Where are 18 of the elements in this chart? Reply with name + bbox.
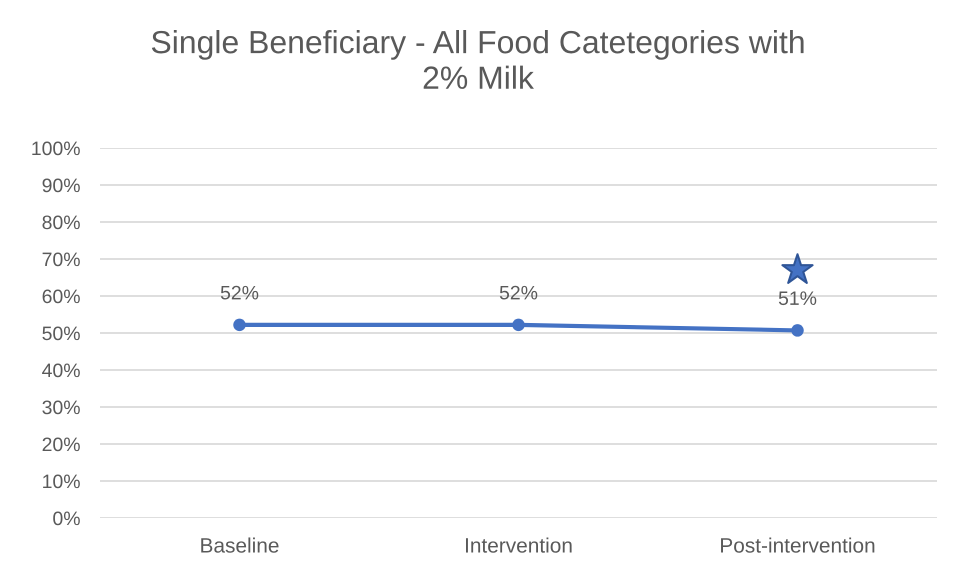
- x-tick-label: Intervention: [466, 537, 572, 553]
- y-tick-label: 60%: [42, 289, 80, 304]
- data-label: 52%: [500, 286, 538, 300]
- chart-title: Single Beneficiary - All Food Catetegories with 2% Milk: [152, 30, 804, 89]
- data-label: 51%: [778, 291, 816, 306]
- x-tick-label: Post-intervention: [721, 537, 874, 553]
- y-tick-label: 30%: [42, 400, 80, 414]
- y-tick-label: 90%: [42, 178, 80, 192]
- x-tick-label: Baseline: [201, 537, 279, 553]
- y-tick-label: 0%: [53, 511, 80, 526]
- data-label: 52%: [220, 286, 258, 300]
- y-tick-label: 40%: [42, 363, 80, 378]
- y-tick-label: 100%: [32, 141, 80, 156]
- y-tick-label: 50%: [42, 326, 80, 340]
- y-tick-label: 10%: [43, 474, 80, 488]
- y-tick-label: 20%: [42, 437, 80, 452]
- y-tick-label: 80%: [42, 215, 80, 230]
- y-tick-label: 70%: [42, 252, 80, 266]
